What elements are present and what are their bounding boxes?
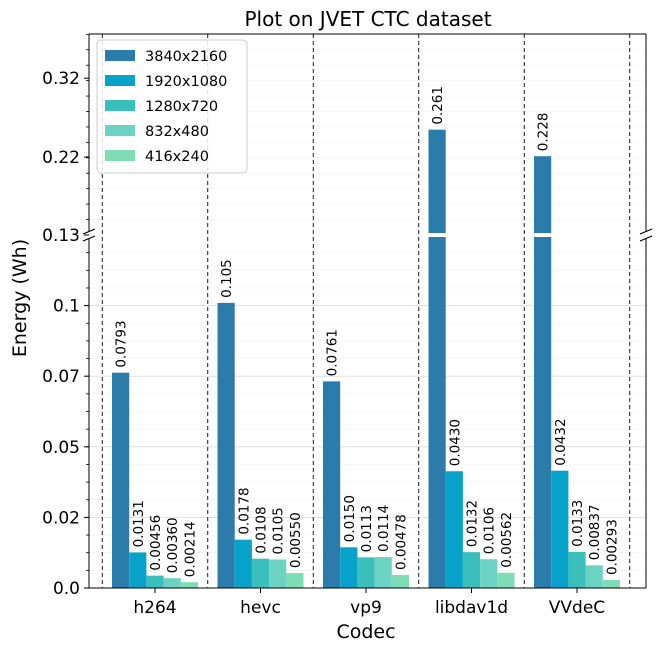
x-tick-label-vp9: vp9 bbox=[350, 598, 382, 618]
bar-value-label: 0.0132 bbox=[465, 500, 481, 547]
x-tick-label-libdav1d: libdav1d bbox=[435, 598, 508, 618]
bar-value-label: 0.00550 bbox=[288, 512, 304, 568]
bar-libdav1d-1920x1080 bbox=[445, 471, 463, 588]
bar-hevc-3840x2160 bbox=[217, 302, 235, 588]
bar-vp9-832x480 bbox=[374, 557, 392, 588]
bar-value-label: 0.0108 bbox=[254, 506, 270, 553]
bar-h264-1280x720 bbox=[146, 575, 164, 588]
bar-value-label: 0.0178 bbox=[236, 487, 252, 534]
bar-value-label: 0.105 bbox=[219, 259, 235, 298]
y-tick-label: 0.02 bbox=[42, 508, 80, 528]
legend-label-1920x1080: 1920x1080 bbox=[145, 74, 227, 90]
bar-value-label: 0.228 bbox=[536, 113, 552, 152]
bar-value-label: 0.0106 bbox=[482, 507, 498, 554]
legend-label-832x480: 832x480 bbox=[145, 124, 209, 140]
x-tick-label-VVdeC: VVdeC bbox=[549, 598, 605, 618]
legend-label-3840x2160: 3840x2160 bbox=[145, 49, 227, 65]
bar-vp9-1920x1080 bbox=[340, 547, 358, 588]
bar-vp9-3840x2160 bbox=[323, 381, 341, 588]
y-tick-label: 0.13 bbox=[42, 226, 80, 246]
x-tick-label-h264: h264 bbox=[133, 598, 176, 618]
bar-value-label: 0.0133 bbox=[570, 500, 586, 547]
bar-value-label: 0.0761 bbox=[325, 329, 341, 376]
legend-box bbox=[96, 39, 248, 174]
bar-libdav1d-1280x720 bbox=[462, 552, 481, 588]
bar-value-label: 0.00293 bbox=[604, 519, 620, 575]
y-tick-label: 0.32 bbox=[42, 69, 80, 89]
bar-value-label: 0.0113 bbox=[359, 505, 375, 552]
legend-label-1280x720: 1280x720 bbox=[145, 99, 218, 115]
bar-value-label: 0.0131 bbox=[131, 500, 147, 547]
bar-value-label: 0.0105 bbox=[271, 507, 287, 554]
bar-hevc-832x480 bbox=[269, 559, 287, 588]
chart-title: Plot on JVET CTC dataset bbox=[244, 7, 491, 31]
legend-swatch-1920x1080 bbox=[105, 75, 135, 86]
axis-break-mark bbox=[82, 228, 96, 235]
axis-ticks: 0.0 0.02 0.05 0.07 0.1 0.13 0.22 0.32 h264 hevc vp… bbox=[42, 33, 605, 618]
bar-value-label: 0.00456 bbox=[148, 515, 164, 571]
bar-libdav1d-416x240 bbox=[497, 572, 515, 588]
y-tick-label: 0.22 bbox=[42, 148, 80, 168]
bars bbox=[91, 129, 644, 588]
legend-swatch-416x240 bbox=[105, 150, 135, 161]
bar-vp9-416x240 bbox=[391, 575, 409, 588]
axis-break-mark bbox=[82, 235, 96, 242]
bar-libdav1d-3840x2160 bbox=[428, 129, 446, 588]
legend: 3840x2160 1920x1080 1280x720 832x480 416x240 bbox=[96, 39, 248, 174]
y-tick-label: 0.1 bbox=[53, 297, 80, 317]
bar-libdav1d-832x480 bbox=[480, 559, 498, 588]
axis-break-gap bbox=[91, 233, 644, 237]
bar-VVdeC-1280x720 bbox=[568, 551, 586, 588]
bar-value-label: 0.00478 bbox=[393, 514, 409, 570]
bar-value-label: 0.0150 bbox=[342, 495, 358, 542]
bar-hevc-416x240 bbox=[286, 573, 304, 588]
bar-value-label: 0.0432 bbox=[553, 418, 569, 465]
legend-swatch-1280x720 bbox=[105, 100, 135, 111]
bar-value-label: 0.0793 bbox=[114, 320, 130, 367]
bar-value-label: 0.0114 bbox=[376, 505, 392, 552]
legend-label-416x240: 416x240 bbox=[145, 149, 209, 165]
legend-swatch-832x480 bbox=[105, 125, 135, 136]
bar-VVdeC-1920x1080 bbox=[551, 470, 569, 588]
legend-swatch-3840x2160 bbox=[105, 50, 135, 61]
bar-value-label: 0.0430 bbox=[447, 419, 463, 466]
x-tick-label-hevc: hevc bbox=[240, 598, 281, 618]
bar-value-label: 0.00837 bbox=[587, 504, 603, 560]
bar-h264-1920x1080 bbox=[129, 552, 147, 588]
bar-hevc-1920x1080 bbox=[234, 539, 252, 588]
y-tick-label: 0.07 bbox=[42, 367, 80, 387]
axis-break-mark bbox=[639, 235, 653, 242]
y-tick-label: 0.0 bbox=[53, 579, 80, 599]
bar-h264-832x480 bbox=[163, 578, 181, 588]
bar-VVdeC-3840x2160 bbox=[534, 156, 552, 588]
y-tick-label: 0.05 bbox=[42, 438, 80, 458]
bar-value-label: 0.00360 bbox=[165, 517, 181, 573]
bar-value-label: 0.00214 bbox=[182, 521, 198, 577]
y-axis-label: Energy (Wh) bbox=[9, 239, 31, 357]
bar-vp9-1280x720 bbox=[357, 557, 375, 588]
bar-h264-3840x2160 bbox=[112, 372, 130, 588]
bar-VVdeC-416x240 bbox=[602, 580, 620, 588]
axis-break-mark bbox=[639, 228, 653, 235]
x-axis-label: Codec bbox=[336, 621, 395, 643]
bar-value-label: 0.261 bbox=[430, 86, 446, 125]
bar-hevc-1280x720 bbox=[251, 558, 270, 588]
bar-value-label: 0.00562 bbox=[499, 512, 515, 568]
bar-h264-416x240 bbox=[180, 582, 198, 588]
bar-VVdeC-832x480 bbox=[585, 565, 603, 588]
